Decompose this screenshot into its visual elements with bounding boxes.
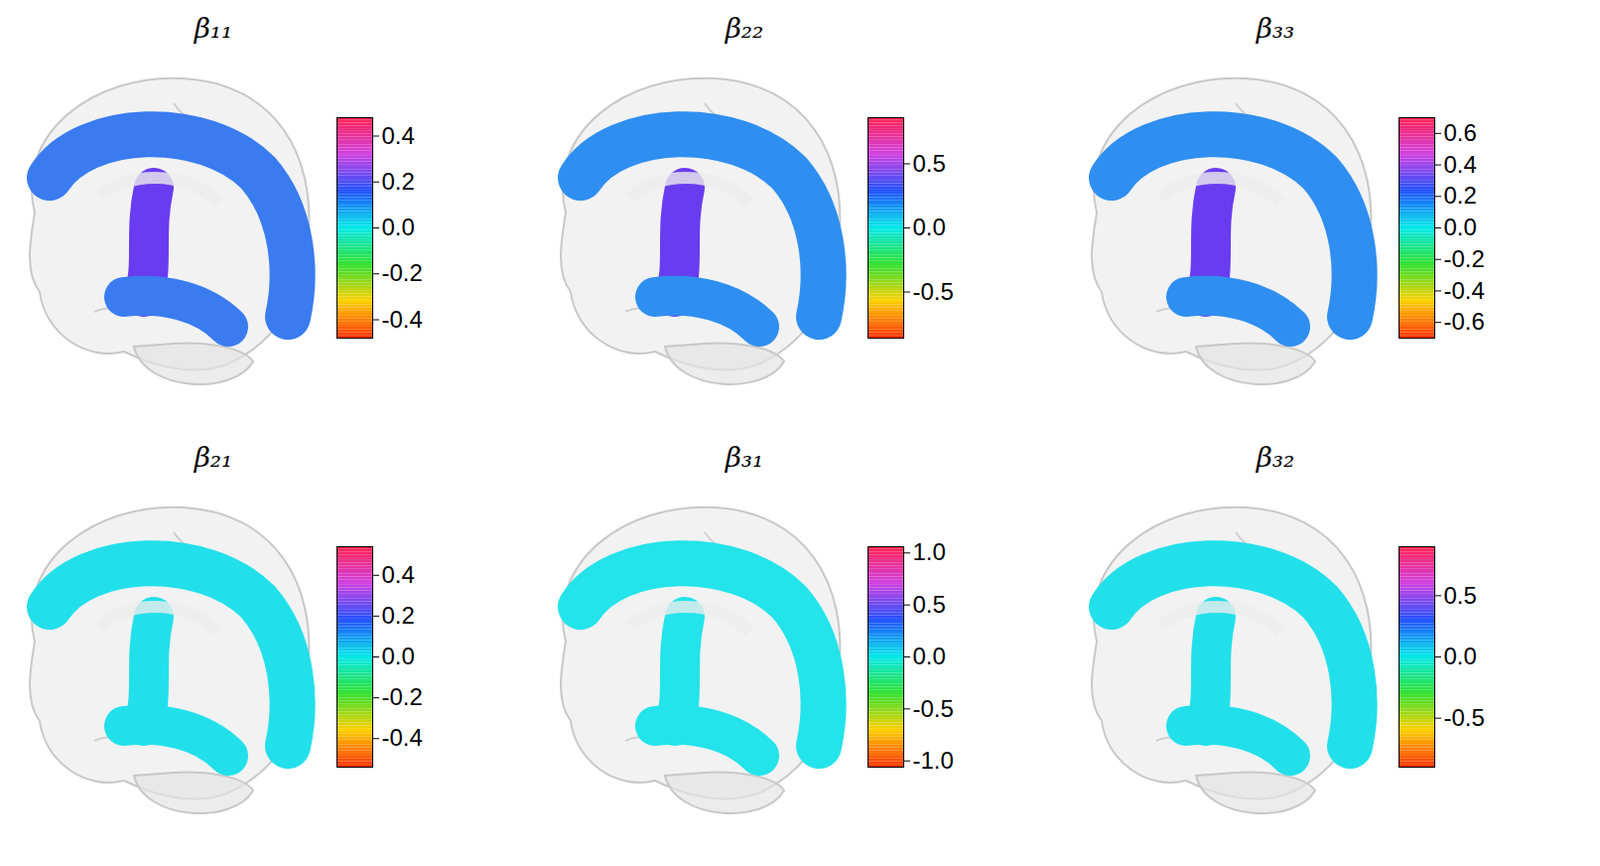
- svg-text:0.2: 0.2: [382, 601, 415, 629]
- svg-text:0.0: 0.0: [913, 642, 946, 669]
- svg-text:-0.5: -0.5: [913, 277, 954, 305]
- html-text:β₃₁: β₃₁: [725, 440, 764, 474]
- svg-text:-0.5: -0.5: [1444, 703, 1485, 731]
- svg-text:-0.4: -0.4: [1444, 276, 1485, 304]
- svg-text:0.0: 0.0: [1444, 642, 1477, 669]
- svg-text:0.5: 0.5: [913, 149, 946, 177]
- svg-text:0.5: 0.5: [1444, 581, 1477, 609]
- svg-text:-0.2: -0.2: [382, 259, 423, 286]
- svg-text:0.5: 0.5: [913, 590, 946, 618]
- svg-text:0.0: 0.0: [382, 213, 415, 241]
- svg-text:-0.5: -0.5: [913, 694, 954, 722]
- svg-text:0.4: 0.4: [382, 560, 415, 588]
- svg-text:-0.4: -0.4: [382, 723, 423, 751]
- svg-text:0.6: 0.6: [1444, 119, 1477, 146]
- svg-text:-0.6: -0.6: [1444, 307, 1485, 335]
- svg-text:0.2: 0.2: [1444, 181, 1477, 209]
- svg-text:0.0: 0.0: [913, 213, 946, 241]
- svg-text:0.0: 0.0: [382, 642, 415, 669]
- svg-text:0.4: 0.4: [1444, 150, 1477, 178]
- html-text:β₃₃: β₃₃: [1256, 11, 1295, 45]
- svg-text:0.0: 0.0: [1444, 213, 1477, 241]
- svg-text:-0.2: -0.2: [1444, 245, 1485, 272]
- html-text:β₂₁: β₂₁: [194, 440, 233, 474]
- svg-text:0.2: 0.2: [382, 167, 415, 195]
- svg-text:1.0: 1.0: [913, 537, 946, 565]
- html-text:β₃₂: β₃₂: [1256, 440, 1295, 474]
- svg-text:-1.0: -1.0: [913, 746, 954, 774]
- html-text:β₁₁: β₁₁: [194, 11, 233, 45]
- svg-text:-0.2: -0.2: [382, 682, 423, 710]
- svg-text:0.4: 0.4: [382, 122, 415, 149]
- html-text:β₂₂: β₂₂: [725, 11, 764, 45]
- svg-text:-0.4: -0.4: [382, 305, 423, 333]
